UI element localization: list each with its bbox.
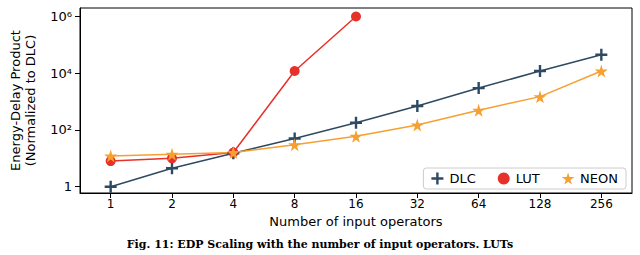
- svg-text:32: 32: [410, 197, 425, 211]
- svg-text:(Normalized to DLC): (Normalized to DLC): [23, 35, 38, 167]
- svg-text:4: 4: [230, 197, 238, 211]
- svg-text:256: 256: [590, 197, 613, 211]
- svg-text:1: 1: [107, 197, 115, 211]
- svg-text:16: 16: [348, 197, 363, 211]
- svg-text:Number of input operators: Number of input operators: [269, 214, 442, 229]
- svg-text:2: 2: [168, 197, 176, 211]
- svg-text:8: 8: [291, 197, 299, 211]
- svg-text:LUT: LUT: [516, 171, 540, 186]
- svg-text:10⁶: 10⁶: [50, 9, 72, 24]
- svg-text:10²: 10²: [50, 122, 72, 137]
- svg-text:Fig. 11: EDP Scaling with the: Fig. 11: EDP Scaling with the number of …: [127, 238, 513, 251]
- svg-text:Energy-Delay Product: Energy-Delay Product: [8, 30, 23, 171]
- svg-text:128: 128: [529, 197, 552, 211]
- svg-text:10⁴: 10⁴: [50, 66, 72, 81]
- svg-text:1: 1: [64, 179, 72, 194]
- svg-text:64: 64: [471, 197, 486, 211]
- svg-text:DLC: DLC: [449, 171, 475, 186]
- svg-text:NEON: NEON: [580, 171, 618, 186]
